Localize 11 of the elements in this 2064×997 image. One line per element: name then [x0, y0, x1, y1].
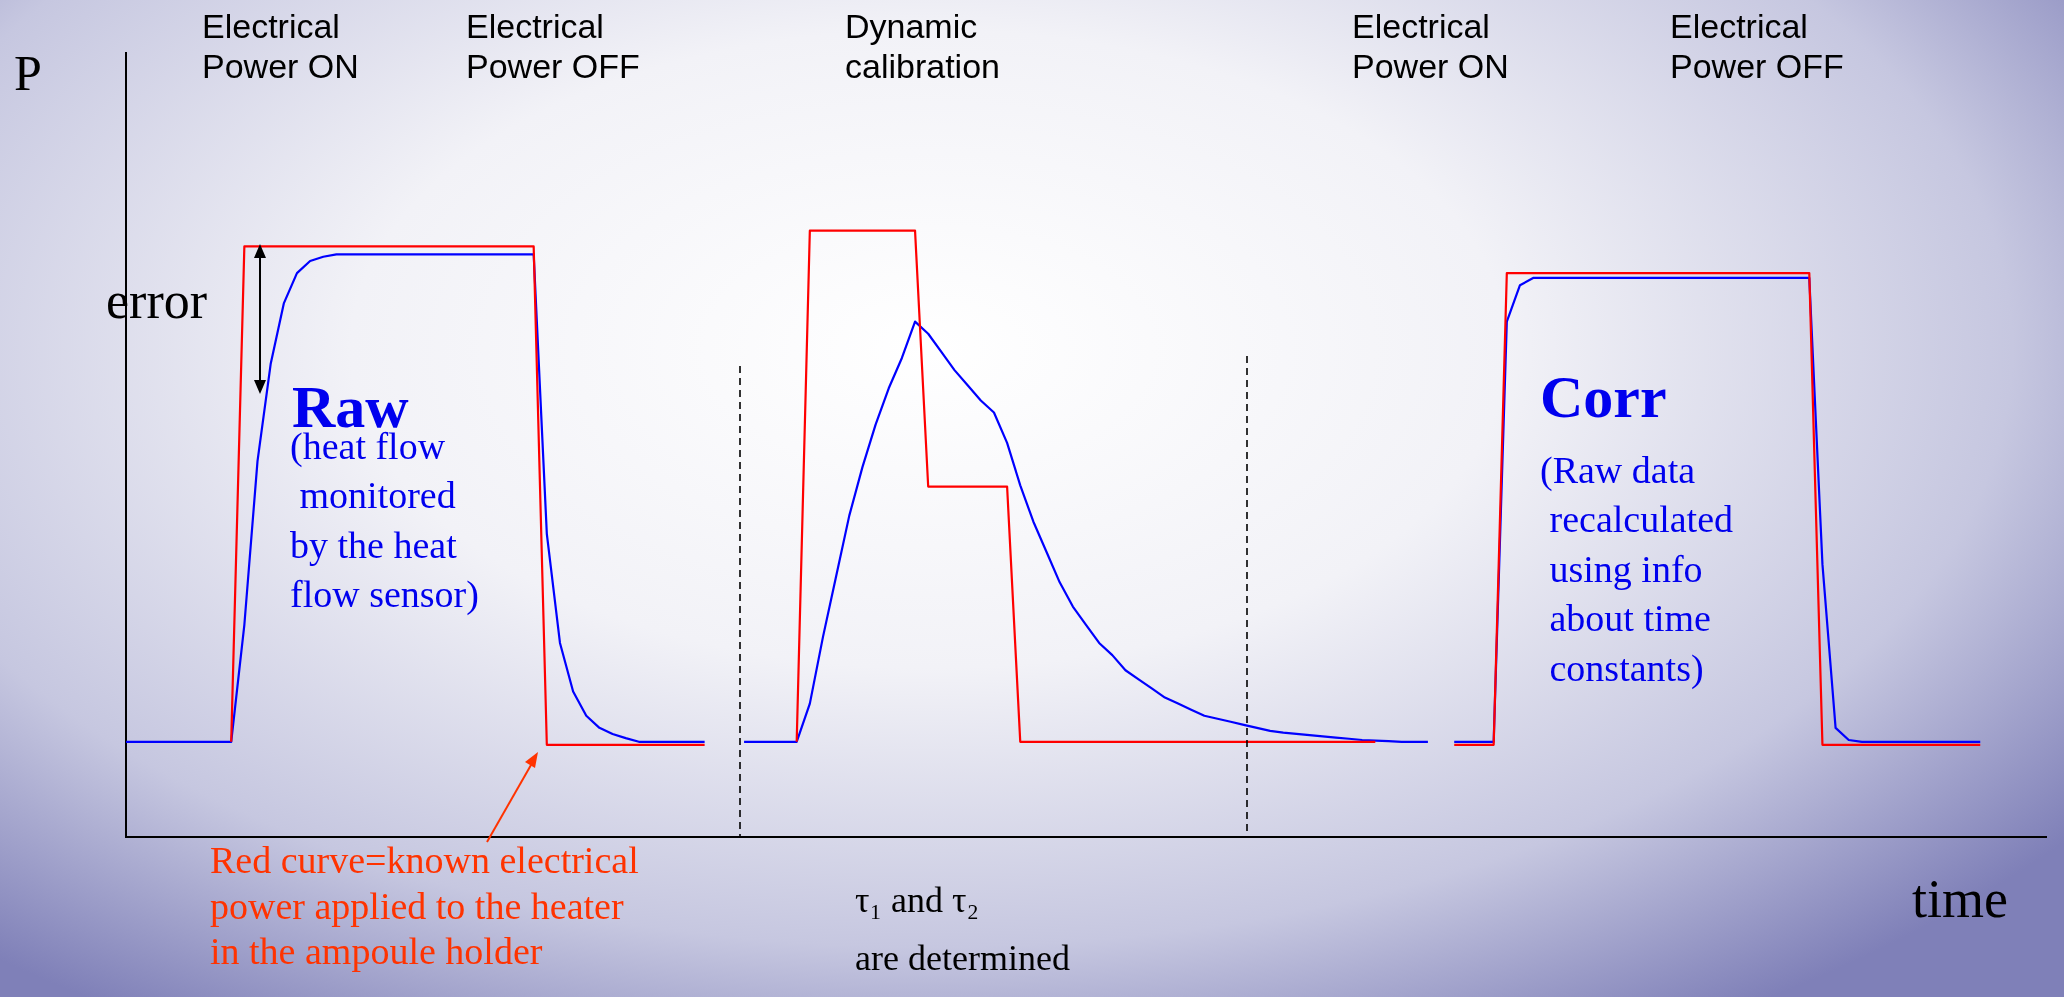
text: Dynamic calibration [845, 6, 1000, 87]
x-axis-title: time [1912, 868, 2008, 931]
text: Electrical Power OFF [466, 6, 640, 87]
text: Red curve=known electrical power applied to the heater in the ampoule holder [210, 838, 639, 975]
text: Electrical Power ON [1352, 6, 1509, 87]
text: τ₁ and τ₂ are determined [855, 879, 1070, 980]
y-axis-title: P [14, 44, 42, 103]
text: Electrical Power ON [202, 6, 359, 87]
text: Electrical Power OFF [1670, 6, 1844, 87]
annotation: Corr [1540, 363, 1667, 432]
annotation: (Raw data recalculated using info about time constants) [1540, 448, 1734, 691]
